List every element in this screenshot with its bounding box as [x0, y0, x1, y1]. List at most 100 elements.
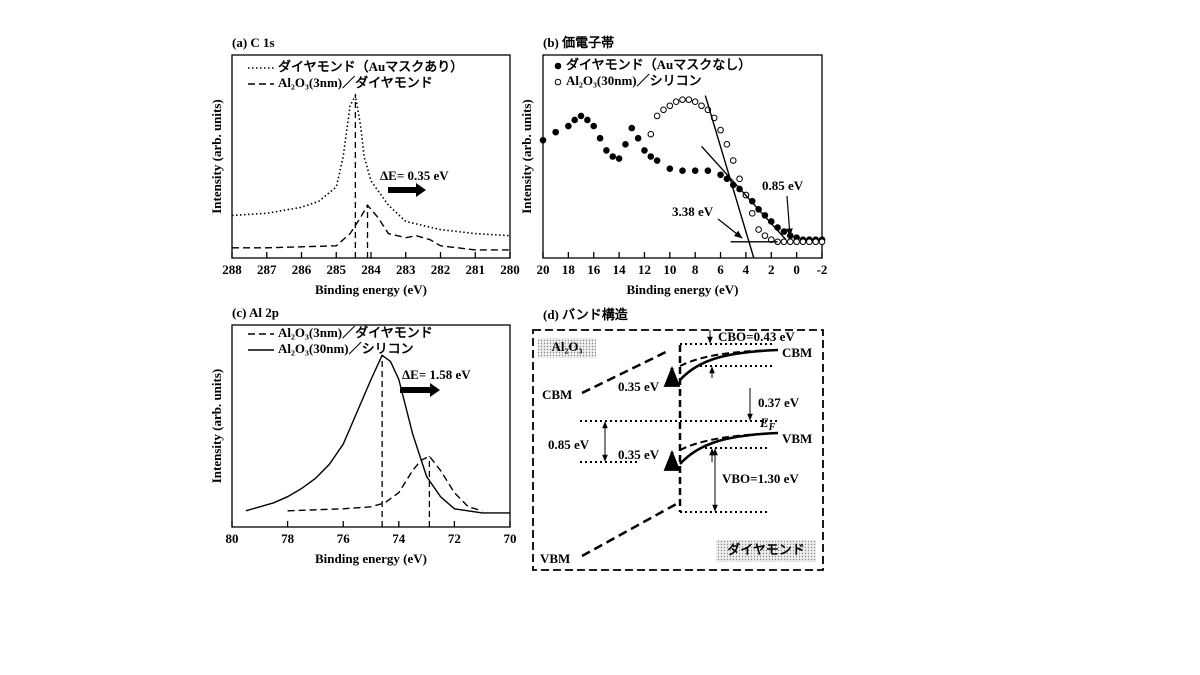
oxide-box — [538, 338, 596, 358]
data-point — [603, 147, 610, 154]
annotation: ΔE= 0.35 eV — [380, 168, 449, 183]
chart-title: (b) 価電子帯 — [543, 35, 614, 50]
x-tick-label: 20 — [537, 262, 550, 277]
x-tick-label: -2 — [817, 262, 828, 277]
cbm-bent — [679, 348, 779, 381]
data-point — [641, 147, 648, 154]
chart-title: (c) Al 2p — [232, 305, 279, 320]
data-point — [653, 112, 661, 120]
data-point — [723, 141, 731, 148]
x-axis-label: Binding energy (eV) — [627, 282, 739, 297]
chart: (c) Al 2p Binding energy (eV) Intensity (a… — [209, 305, 517, 566]
chart-title: (a) C 1s — [232, 35, 275, 50]
vb-ef: 0.85 eV — [548, 437, 590, 452]
x-tick-label: 4 — [743, 262, 750, 277]
shift-vb: 0.35 eV — [618, 447, 660, 462]
x-tick-label: 282 — [431, 262, 451, 277]
data-point — [596, 134, 604, 142]
arrow — [786, 195, 793, 237]
data-point — [571, 116, 579, 124]
legend-marker — [554, 62, 562, 70]
data-point — [647, 130, 655, 138]
diagram-title: (d) バンド構造 — [543, 307, 629, 322]
curve — [231, 93, 511, 237]
band-diagram: (d) バンド構造 Al₂O₃ ダイヤモンド CBO=0.43 eV CBM C… — [532, 307, 824, 571]
data-point — [660, 106, 667, 114]
annotation: ΔE= 1.58 eV — [402, 367, 471, 382]
x-tick-label: 6 — [717, 262, 724, 277]
data-point — [634, 134, 642, 142]
data-point — [780, 238, 788, 246]
x-tick-label: 283 — [396, 262, 416, 277]
legend-label: ダイヤモンド（Auマスクあり） — [278, 59, 463, 74]
data-point — [615, 155, 623, 162]
vbm-right: VBM — [782, 431, 812, 446]
vbm-left: VBM — [540, 551, 570, 566]
data-point — [622, 141, 629, 148]
y-axis-label: Intensity (arb. units) — [209, 99, 224, 214]
data-point — [666, 165, 674, 172]
cbm-flat — [679, 349, 779, 367]
data-point — [609, 153, 617, 160]
x-tick-label: 287 — [257, 262, 277, 277]
curve — [232, 203, 510, 251]
x-tick-label: 2 — [768, 262, 775, 277]
fermi-level: EF — [759, 415, 776, 433]
data-point — [806, 238, 813, 246]
ef-gap: 0.37 eV — [758, 395, 800, 410]
substrate-box — [716, 540, 816, 562]
shift-cb: 0.35 eV — [618, 379, 660, 394]
annotation: 0.85 eV — [762, 178, 804, 193]
data-point — [647, 153, 655, 160]
legend-marker — [554, 78, 562, 86]
x-tick-label: 14 — [613, 262, 627, 277]
substrate-label: ダイヤモンド — [727, 542, 805, 557]
x-tick-label: 74 — [392, 531, 406, 546]
data-point — [653, 157, 661, 164]
x-tick-label: 0 — [793, 262, 800, 277]
arrow — [717, 218, 743, 239]
annotation: 3.38 eV — [672, 204, 714, 219]
levels — [580, 343, 778, 513]
data-point — [590, 122, 598, 130]
data-point — [799, 238, 807, 246]
data-point — [793, 238, 800, 246]
oxide-label: Al₂O₃ — [552, 339, 583, 354]
y-axis-label: Intensity (arb. units) — [209, 369, 224, 484]
data-point — [691, 167, 699, 175]
oxide-vb — [581, 500, 681, 558]
data-point — [552, 128, 559, 136]
data-point — [704, 167, 712, 175]
curve — [700, 145, 787, 241]
x-tick-label: 8 — [692, 262, 699, 277]
data-point — [539, 136, 547, 144]
curve — [287, 455, 483, 512]
x-tick-label: 284 — [361, 262, 381, 277]
x-axis-label: Binding energy (eV) — [315, 282, 427, 297]
x-tick-label: 18 — [562, 262, 576, 277]
data-point — [736, 175, 743, 183]
y-axis-label: Intensity (arb. units) — [519, 99, 534, 214]
x-tick-label: 70 — [504, 531, 517, 546]
data-point — [717, 171, 724, 179]
data-point — [584, 116, 591, 124]
oxide-cb — [581, 348, 671, 395]
data-point — [780, 228, 788, 235]
legend-label: Al₂O₃(3nm)／ダイヤモンド — [278, 75, 433, 90]
x-tick-label: 80 — [226, 531, 239, 546]
data-point — [698, 102, 705, 110]
legend-label: ダイヤモンド（Auマスクなし） — [566, 57, 751, 72]
legend-label: Al₂O₃(30nm)／シリコン — [566, 73, 702, 88]
data-point — [685, 96, 693, 103]
cbm-right: CBM — [782, 345, 812, 360]
data-point — [679, 96, 686, 103]
data-point — [729, 157, 737, 164]
arrow-head — [416, 183, 426, 197]
x-tick-label: 76 — [337, 531, 351, 546]
legend-label: Al₂O₃(30nm)／シリコン — [278, 341, 414, 356]
chart: (a) C 1s Binding energy (eV) Intensity (ar… — [209, 35, 520, 297]
vbo-label: VBO=1.30 eV — [722, 471, 799, 486]
chart: (b) 価電子帯 Binding energy (eV) Intensity (ar… — [519, 35, 827, 297]
data-point — [717, 126, 724, 134]
